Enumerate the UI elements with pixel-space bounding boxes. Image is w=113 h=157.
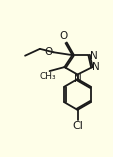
Text: CH₃: CH₃: [39, 72, 56, 81]
Text: O: O: [59, 31, 67, 41]
Text: N: N: [74, 74, 81, 84]
Text: N: N: [92, 62, 99, 72]
Text: O: O: [44, 47, 52, 57]
Text: Cl: Cl: [71, 122, 82, 131]
Text: N: N: [89, 51, 97, 61]
